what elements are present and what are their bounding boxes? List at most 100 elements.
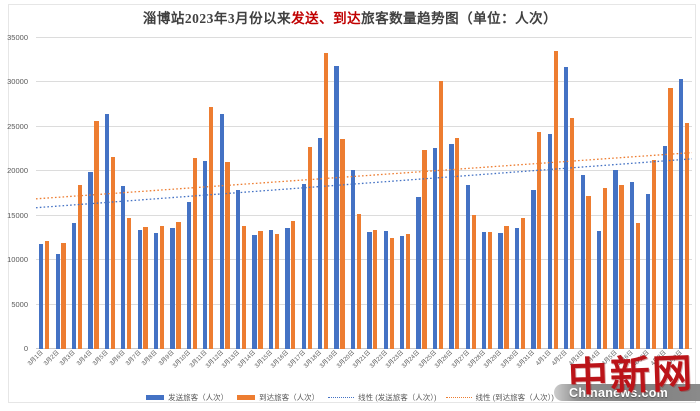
legend-item-sent: 发送旅客（人次） xyxy=(146,392,228,403)
y-axis-tick-label: 15000 xyxy=(7,210,28,220)
bar-arrived xyxy=(553,51,558,349)
bar-group xyxy=(233,38,249,349)
bar-group xyxy=(610,38,626,349)
bar-sent xyxy=(678,78,684,349)
sent-series-swatch xyxy=(146,395,165,400)
bar-sent xyxy=(400,236,405,349)
bar-arrived xyxy=(176,221,181,349)
y-axis-tick-label: 5000 xyxy=(11,299,28,309)
gridline xyxy=(36,37,692,38)
bar-arrived xyxy=(373,229,378,349)
bar-group xyxy=(577,38,593,349)
bar-group xyxy=(118,38,134,349)
title-suffix: 旅客数量趋势图（单位：人次） xyxy=(361,11,558,26)
bar-arrived xyxy=(209,107,214,349)
bar-arrived xyxy=(307,147,312,349)
bar-arrived xyxy=(471,214,476,349)
legend-label-sent: 发送旅客（人次） xyxy=(168,393,229,402)
bar-arrived xyxy=(356,213,362,349)
y-axis-tick-label: 20000 xyxy=(7,166,28,176)
sent-trendline-swatch xyxy=(328,397,355,398)
bar-sent xyxy=(334,65,339,349)
bar-sent xyxy=(498,232,503,349)
bar-sent xyxy=(252,235,257,349)
bar-sent xyxy=(235,189,241,349)
bar-group xyxy=(545,38,561,349)
bar-group xyxy=(413,38,429,349)
legend-label-trend-arrived: 线性 (到达旅客（人次）) xyxy=(475,393,554,402)
bar-arrived xyxy=(487,231,493,349)
bar-arrived xyxy=(438,80,444,349)
bar-group xyxy=(52,38,68,349)
bar-sent xyxy=(71,222,77,349)
bar-arrived xyxy=(159,226,165,349)
bar-arrived xyxy=(340,139,345,349)
arrived-trendline-swatch xyxy=(445,397,472,398)
bar-arrived xyxy=(652,159,657,349)
bar-group xyxy=(315,38,331,349)
bar-arrived xyxy=(110,157,115,349)
bar-arrived xyxy=(684,123,690,349)
gridline xyxy=(36,214,692,216)
bar-group xyxy=(184,38,200,349)
bar-sent xyxy=(432,148,438,349)
gridline xyxy=(36,81,692,83)
bar-sent xyxy=(531,189,536,349)
bar-sent xyxy=(580,174,585,349)
bar-arrived xyxy=(143,227,148,349)
bar-sent xyxy=(268,229,274,349)
bar-group xyxy=(528,38,544,349)
watermark-chinanews-url: Chinanews.com xyxy=(569,385,669,400)
bar-arrived xyxy=(94,120,99,349)
bar-group xyxy=(200,38,216,349)
legend-item-trend-arrived: 线性 (到达旅客（人次）) xyxy=(445,392,554,403)
bar-sent xyxy=(547,133,552,349)
bar-sent xyxy=(465,184,470,349)
chart-frame xyxy=(8,4,696,403)
bar-sent xyxy=(104,114,110,349)
bar-sent xyxy=(350,169,356,349)
bar-group xyxy=(643,38,659,349)
bar-arrived xyxy=(192,157,197,349)
bar-sent xyxy=(219,113,224,349)
trendlines-layer xyxy=(35,151,693,209)
bar-arrived xyxy=(602,188,608,349)
bar-group xyxy=(299,38,315,349)
bar-group xyxy=(463,38,479,349)
legend-label-trend-sent: 线性 (发送旅客（人次）) xyxy=(358,393,437,402)
bar-sent xyxy=(39,244,44,349)
legend-label-arrived: 到达旅客（人次） xyxy=(259,393,320,402)
bar-group xyxy=(381,38,397,349)
bar-group xyxy=(495,38,511,349)
bar-sent xyxy=(285,228,290,349)
bar-group xyxy=(249,38,265,349)
legend-item-trend-sent: 线性 (发送旅客（人次）) xyxy=(328,392,437,403)
bar-group xyxy=(446,38,462,349)
bar-arrived xyxy=(61,243,66,349)
bar-sent xyxy=(55,253,60,349)
bar-group xyxy=(331,38,347,349)
bar-sent xyxy=(186,201,192,349)
bar-group xyxy=(364,38,380,349)
x-axis-line xyxy=(36,348,692,349)
bar-group xyxy=(627,38,643,349)
bar-arrived xyxy=(77,184,83,349)
bar-sent xyxy=(367,231,372,349)
bar-arrived xyxy=(45,240,50,349)
arrived-series-swatch xyxy=(237,395,256,400)
gridline xyxy=(36,170,692,172)
title-prefix: 淄博站2023年3月份以来 xyxy=(142,11,292,26)
bar-sent xyxy=(301,183,306,349)
legend: 发送旅客（人次） 到达旅客（人次） 线性 (发送旅客（人次）) 线性 (到达旅客… xyxy=(0,392,700,403)
bar-group xyxy=(397,38,413,349)
bar-arrived xyxy=(504,225,509,349)
bar-sent xyxy=(416,197,421,349)
bar-sent xyxy=(318,138,323,349)
bar-arrived xyxy=(619,184,624,349)
bar-sent xyxy=(613,170,618,349)
bar-sent xyxy=(596,230,602,349)
bar-sent xyxy=(383,230,388,349)
y-axis-tick-label: 0 xyxy=(23,344,28,353)
chart-title: 淄博站2023年3月份以来发送、到达旅客数量趋势图（单位：人次） xyxy=(0,7,700,27)
